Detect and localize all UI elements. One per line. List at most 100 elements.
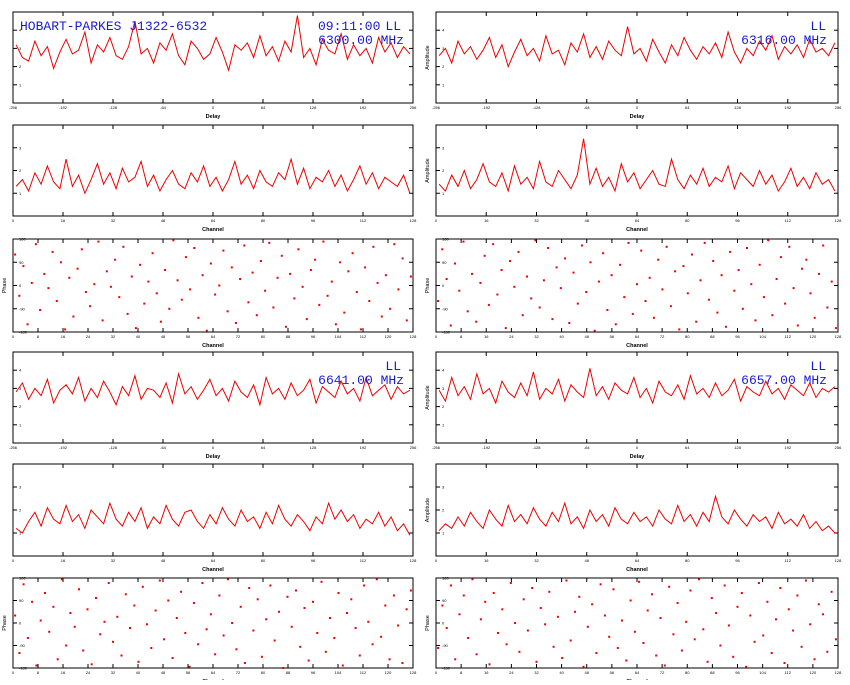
phase-B-panel: 0 8 16 24 32 40 48 56 64 72 80 88 96 104 112 120 128 -180… [425,237,842,350]
y-tick-label: 1 [19,82,22,87]
data-point [454,658,457,661]
y-tick-label: 2 [19,64,22,69]
plot-frame [435,577,839,669]
data-point [139,263,142,266]
data-point [364,266,367,269]
data-point [458,613,461,616]
data-point [565,579,568,582]
data-point [642,642,645,644]
x-tick-label: 128 [835,334,842,339]
data-point [500,269,503,271]
data-point [475,320,478,323]
x-tick-label: 128 [835,558,842,563]
y-tick-label: 1 [19,531,22,536]
data-point [665,245,668,248]
frequency-label: 6316.00 MHz [741,33,827,48]
data-point [56,658,59,661]
x-tick-label: 96 [735,334,740,339]
x-tick-label: 128 [835,218,842,223]
plot-frame [12,577,414,669]
x-tick-label: -64 [160,105,167,110]
data-point [392,594,395,597]
data-point [504,327,507,330]
data-point [341,664,344,667]
data-point [830,590,833,593]
data-point [509,582,512,584]
data-point [822,244,825,247]
data-point [322,240,325,243]
data-point [154,609,157,612]
x-tick-label: 48 [161,558,166,563]
y-axis-label: Phase [425,615,431,631]
data-point [265,618,268,621]
x-tick-label: 40 [136,670,141,675]
data-point [248,587,251,589]
data-point [551,318,554,321]
data-point [710,597,713,599]
data-point [441,248,444,251]
series-line [438,26,836,69]
data-point [655,654,658,657]
data-point [542,279,545,282]
x-tick-label: 120 [385,670,392,675]
polarization-label: LL [385,19,401,34]
x-tick-label: -64 [584,445,591,450]
data-point [297,248,300,251]
data-point [723,584,726,587]
data-point [703,241,706,244]
data-point [214,653,217,656]
x-tick-label: 0 [435,670,438,675]
x-axis-label: Delay [630,114,646,120]
x-tick-label: 64 [635,670,640,675]
data-point [316,632,319,634]
data-point [293,297,296,300]
x-tick-label: 24 [86,670,91,675]
x-tick-label: 104 [335,334,342,339]
x-tick-label: 56 [186,670,191,675]
x-tick-label: 64 [685,445,690,450]
data-point [126,312,129,315]
data-point [397,624,400,627]
x-tick-label: 48 [585,334,590,339]
data-point [787,608,790,611]
data-point [631,312,634,315]
y-tick-label: 0 [19,283,22,288]
y-tick-label: 90 [442,598,447,603]
data-point [409,589,412,592]
data-point [256,598,259,601]
x-tick-label: 48 [585,670,590,675]
data-point [150,647,153,649]
data-point [226,310,229,313]
y-tick-label: 2 [19,404,22,409]
y-tick-label: 2 [19,508,22,513]
x-tick-label: 0 [435,558,438,563]
data-point [218,594,221,597]
data-point [574,610,576,613]
data-point [582,665,585,668]
data-point [52,605,55,608]
data-point [712,260,715,262]
data-point [834,327,837,330]
data-point [363,584,366,587]
data-point [754,319,757,322]
data-point [158,579,161,582]
lag-A-panel: -256 -192 -128 -64 0 64 128 192 256 1 2 3 4 Delay [9,11,417,120]
x-tick-label: 48 [161,218,166,223]
source-name: HOBART-PARKES J1322-6532 [20,19,208,34]
x-tick-label: -64 [160,445,167,450]
plot-frame [12,124,414,217]
x-tick-label: 0 [435,218,438,223]
data-point [644,300,647,302]
data-point [483,254,486,257]
data-point [736,605,739,608]
data-point [767,239,770,242]
data-point [114,258,117,261]
data-point [706,660,709,663]
data-point [501,608,504,611]
data-point [539,607,542,609]
x-tick-label: 192 [784,445,791,450]
x-tick-label: 24 [86,334,91,339]
y-tick-label: 3 [19,145,22,150]
y-tick-label: 180 [442,576,449,581]
